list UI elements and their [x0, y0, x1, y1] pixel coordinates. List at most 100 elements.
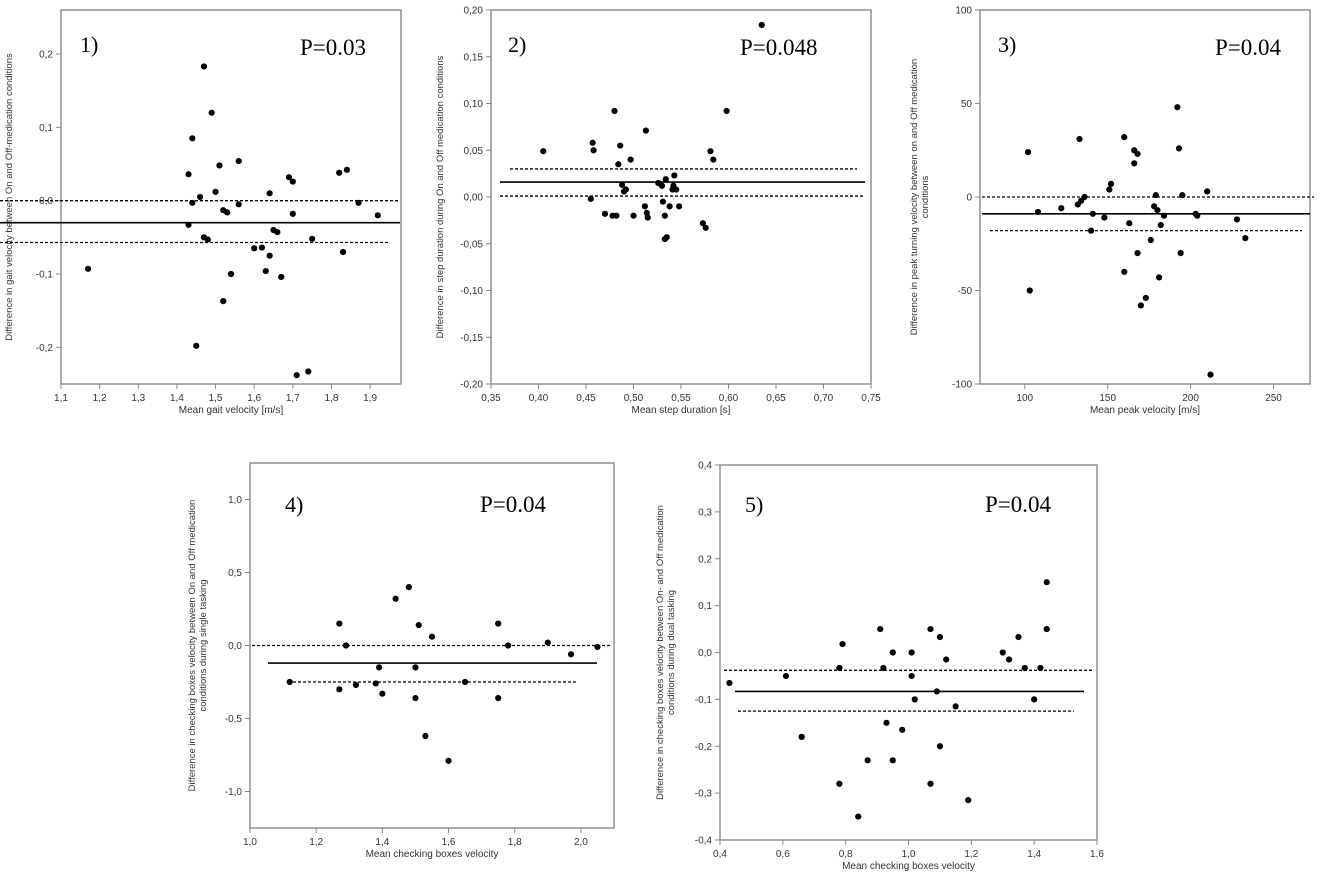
data-point: [836, 664, 843, 672]
data-point: [461, 678, 469, 686]
y-axis-label: Difference in checking boxes velocity be…: [187, 500, 198, 792]
p-value: P=0.048: [740, 35, 818, 60]
data-point: [710, 156, 717, 163]
data-point: [952, 703, 959, 710]
data-point: [1233, 216, 1241, 223]
y-tick-label: -0,2: [695, 742, 713, 753]
data-point: [1137, 302, 1144, 309]
data-point: [663, 234, 670, 241]
data-point: [336, 686, 343, 693]
data-point: [1147, 236, 1154, 244]
data-point: [285, 174, 293, 181]
y-tick-label: 0,00: [464, 193, 484, 204]
x-tick-label: 1,6: [442, 837, 456, 848]
data-point: [235, 157, 242, 165]
data-point: [495, 620, 502, 627]
x-tick-label: 2,0: [574, 837, 588, 848]
data-point: [208, 109, 215, 116]
x-tick-label: 1,4: [170, 393, 184, 404]
data-point: [630, 212, 637, 219]
p-value: P=0.03: [300, 35, 366, 60]
data-point: [189, 199, 196, 206]
data-point: [251, 245, 258, 252]
plot-frame: [60, 9, 402, 385]
x-tick-label: 1,0: [243, 837, 257, 848]
x-tick-label: 150: [1099, 393, 1116, 404]
data-point: [1134, 150, 1141, 158]
panel-4-checking-boxes-single: 1,0 1,2 1,4 1,6 1,8 2,0 -1,0 -0,5 0,0 0,5 1,0 Mean …: [187, 462, 615, 860]
data-point: [1204, 188, 1211, 195]
data-point: [1152, 192, 1159, 199]
data-point: [1076, 135, 1083, 143]
data-point: [836, 780, 843, 787]
data-point: [839, 640, 846, 648]
y-tick-label: 0,0: [228, 641, 242, 652]
data-point: [883, 719, 890, 726]
data-point: [611, 107, 618, 115]
x-tick-label: 100: [1016, 393, 1033, 404]
data-point: [1089, 210, 1096, 217]
data-point: [615, 161, 622, 168]
data-point: [965, 797, 972, 804]
data-point: [1058, 205, 1065, 212]
p-value: P=0.04: [1215, 35, 1282, 60]
data-point: [343, 166, 351, 173]
data-point: [587, 195, 594, 202]
data-point: [422, 732, 429, 740]
data-point: [1131, 160, 1138, 167]
data-point: [185, 221, 192, 228]
data-point: [374, 212, 381, 219]
x-tick-label: 0,70: [814, 393, 834, 404]
y-tick-label: 1,0: [228, 495, 242, 506]
data-point: [911, 696, 918, 703]
y-axis-label: conditions during dual tasking: [666, 590, 677, 715]
data-point: [1024, 149, 1032, 156]
data-point: [1207, 371, 1214, 378]
data-point: [880, 664, 887, 672]
data-point: [379, 690, 386, 697]
data-point: [673, 186, 680, 193]
y-axis-label: Difference in checking boxes velocity be…: [655, 505, 666, 800]
y-axis-label: Difference in step duration during On an…: [435, 55, 446, 338]
data-point: [289, 178, 296, 185]
data-point: [495, 694, 502, 702]
data-point: [617, 142, 624, 149]
x-tick-label: 0,8: [839, 849, 853, 860]
data-point: [204, 236, 211, 243]
data-point: [352, 681, 359, 689]
data-point: [293, 372, 300, 379]
data-point: [1126, 220, 1133, 227]
y-tick-label: -0,1: [695, 695, 713, 706]
data-point: [662, 176, 669, 183]
data-point: [1157, 221, 1164, 229]
data-point: [196, 193, 204, 201]
data-point: [889, 757, 896, 764]
data-point: [412, 664, 419, 671]
data-point: [392, 595, 399, 602]
data-point: [224, 209, 231, 216]
x-tick-label: 1,6: [1090, 849, 1104, 860]
y-tick-label: 0,5: [228, 568, 242, 579]
y-tick-label: -0,20: [460, 380, 483, 391]
x-tick-label: 1,2: [964, 849, 978, 860]
data-point: [666, 203, 673, 210]
x-tick-label: 0,60: [719, 393, 739, 404]
p-value: P=0.04: [985, 492, 1052, 517]
data-point: [405, 584, 412, 591]
data-point: [336, 169, 343, 176]
data-point: [936, 633, 944, 641]
x-tick-label: 1,3: [131, 393, 145, 404]
data-point: [505, 642, 512, 649]
data-point: [899, 726, 906, 733]
y-tick-label: 0: [966, 193, 972, 204]
data-point: [864, 757, 871, 764]
data-point: [613, 212, 620, 219]
data-point: [200, 63, 208, 70]
y-axis-label: Difference in peak turning velocity betw…: [909, 59, 920, 335]
data-point: [540, 148, 547, 155]
x-tick-label: 1,2: [93, 393, 107, 404]
data-point: [908, 649, 915, 656]
data-point: [1088, 227, 1095, 234]
data-point: [1194, 212, 1201, 219]
data-point: [699, 220, 706, 227]
